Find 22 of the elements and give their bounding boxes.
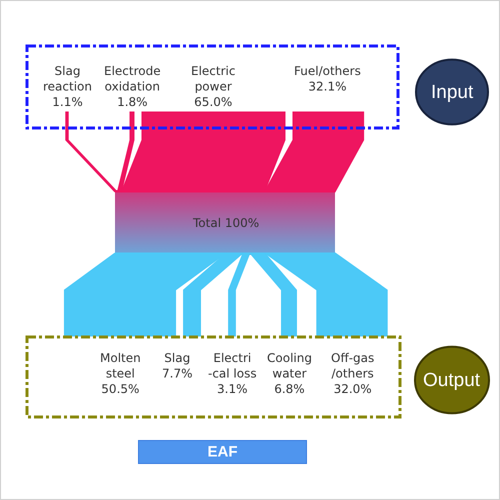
data-label: 3.1% <box>217 382 248 396</box>
text: Input <box>431 82 474 103</box>
data-label: 6.8% <box>274 382 305 396</box>
category-label: Slag <box>164 351 190 365</box>
category-label: Off-gas /others <box>331 351 374 381</box>
text: Total 100% <box>192 216 260 230</box>
category-label: Fuel/others <box>294 64 361 78</box>
category-label: Molten steel <box>100 351 141 381</box>
data-label: 1.1% <box>52 95 83 110</box>
data-label: 50.5% <box>101 382 140 396</box>
category-label: Cooling water <box>267 351 312 381</box>
category-label: Electri -cal loss <box>208 351 257 381</box>
category-label: Slag reaction <box>43 64 92 94</box>
category-label: Electrode oxidation <box>104 64 161 94</box>
data-label: 65.0% <box>194 95 232 110</box>
data-label: 32.1% <box>308 80 346 94</box>
text: Output <box>423 370 481 391</box>
data-label: 1.8% <box>117 95 148 110</box>
data-label: 32.0% <box>334 382 372 396</box>
data-label: 7.7% <box>162 366 192 381</box>
category-label: Electric power <box>191 64 236 94</box>
text: EAF <box>208 444 238 460</box>
